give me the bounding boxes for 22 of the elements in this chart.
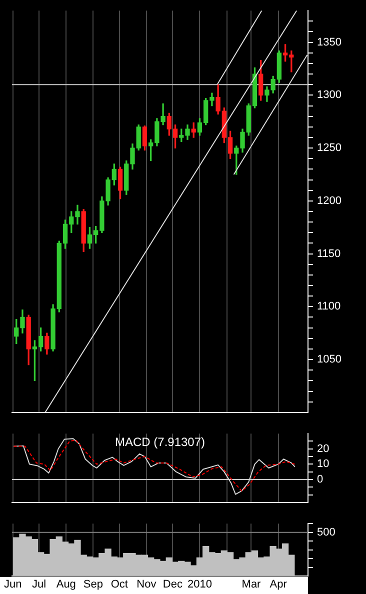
x-tick-label: Dec xyxy=(162,578,183,591)
y-tick-label: 0 xyxy=(317,474,324,486)
y-tick-label: 1250 xyxy=(317,142,342,154)
x-tick-label: Aug xyxy=(56,578,76,591)
chart-title: MACD (7.91307) xyxy=(114,434,206,449)
x-tick-label: 2010 xyxy=(187,578,212,591)
y-tick-label: 500 xyxy=(317,526,336,538)
x-tick-label: Oct xyxy=(110,578,128,591)
y-tick-label: 1300 xyxy=(317,89,342,102)
y-tick-label: 10 xyxy=(317,458,330,470)
y-tick-label: 1150 xyxy=(317,248,341,260)
x-tick-label: Sep xyxy=(83,578,103,591)
y-tick-label: 1050 xyxy=(317,354,342,366)
x-tick-label: Jun xyxy=(4,578,22,591)
y-tick-label: 1100 xyxy=(317,300,341,313)
x-tick-label: Apr xyxy=(270,578,288,591)
x-tick-label: Mar xyxy=(242,578,262,591)
x-tick-label: Nov xyxy=(136,578,157,591)
y-tick-label: 1200 xyxy=(317,194,342,207)
y-tick-label: 1350 xyxy=(317,36,342,48)
x-tick-label: Jul xyxy=(32,578,46,591)
y-tick-label: 20 xyxy=(317,442,330,455)
